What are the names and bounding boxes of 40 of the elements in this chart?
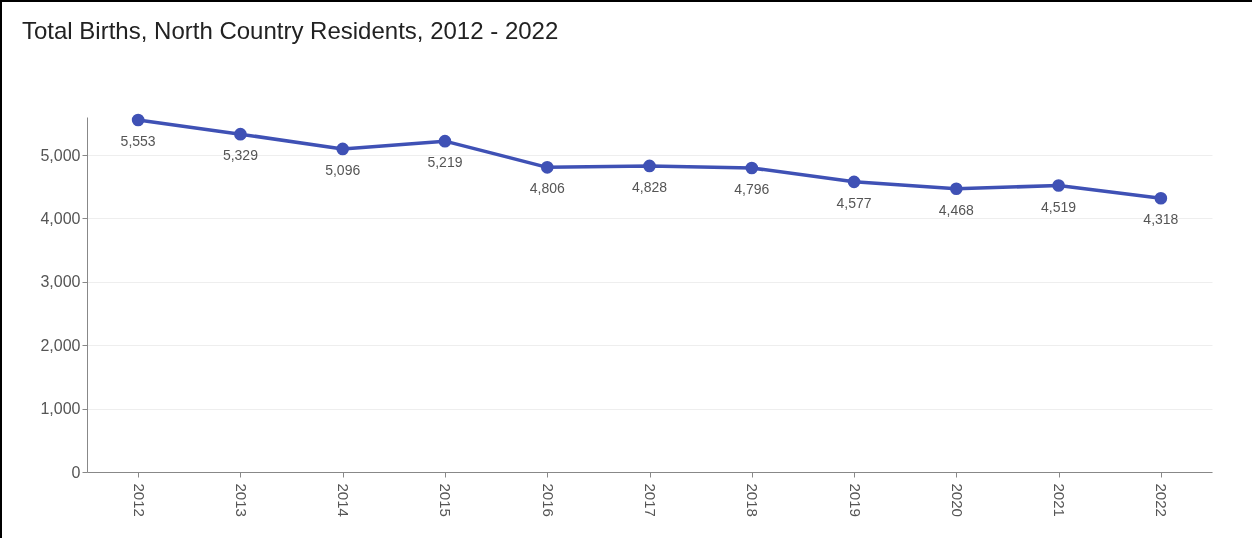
- data-label: 4,796: [734, 180, 770, 197]
- point: [847, 175, 861, 189]
- point: [745, 161, 759, 175]
- point: [949, 182, 963, 196]
- data-label: 5,553: [120, 132, 156, 149]
- data-label: 5,329: [222, 147, 259, 164]
- x-tick-label: 2012: [130, 483, 148, 517]
- y-tick-label: 0: [71, 463, 81, 481]
- data-label: 4,519: [1041, 198, 1077, 215]
- x-tick-label: 2014: [335, 483, 353, 517]
- y-tick-label: 1,000: [40, 400, 81, 418]
- y-tick-label: 2,000: [40, 336, 81, 354]
- data-label: 5,219: [427, 154, 463, 171]
- point: [643, 159, 656, 173]
- x-tick-label: 2022: [1153, 483, 1171, 517]
- data-label: 4,828: [631, 178, 668, 195]
- data-label: 4,318: [1143, 211, 1179, 228]
- data-label: 4,806: [529, 180, 565, 197]
- y-tick-label: 3,000: [40, 273, 81, 291]
- point: [438, 134, 452, 148]
- x-tick-label: 2021: [1051, 483, 1069, 517]
- data-label: 4,577: [836, 194, 872, 211]
- x-tick-label: 2013: [232, 483, 250, 517]
- x-tick-label: 2016: [539, 483, 557, 517]
- point: [1052, 179, 1065, 192]
- point: [131, 113, 145, 127]
- x-tick-label: 2018: [744, 483, 762, 517]
- data-label: 4,468: [938, 201, 975, 218]
- point: [234, 127, 247, 141]
- x-tick-label: 2017: [642, 483, 659, 517]
- data-label: 5,096: [325, 161, 361, 178]
- chart-title: Total Births, North Country Residents, 2012 - 2022: [22, 16, 559, 44]
- y-tick-label: 5,000: [40, 146, 81, 164]
- y-tick-label: 4,000: [40, 209, 81, 227]
- point: [540, 161, 554, 174]
- x-tick-label: 2020: [948, 483, 966, 517]
- point: [336, 142, 350, 156]
- point: [1154, 191, 1168, 205]
- x-tick-label: 2015: [437, 483, 455, 517]
- x-tick-label: 2019: [846, 483, 864, 517]
